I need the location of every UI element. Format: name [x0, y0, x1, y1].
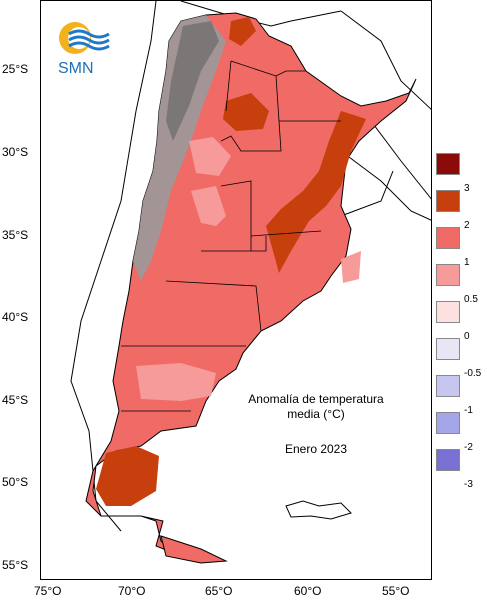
- map-frame: [40, 0, 432, 580]
- legend-tick-0-5: 0.5: [464, 294, 478, 305]
- lat-label-50s: 50°S: [2, 475, 29, 489]
- lon-label-60o: 60°O: [294, 584, 322, 598]
- anomaly-region-mild-center: [191, 186, 226, 226]
- legend-tick-0: 0: [464, 331, 470, 342]
- andes-mountains: [133, 15, 226, 281]
- neighbor-borders: [70, 1, 431, 532]
- smn-sun-waves-icon: [59, 22, 110, 54]
- smn-logo: [55, 16, 115, 80]
- anomaly-region-mild-south-coast: [341, 251, 361, 283]
- legend-tick-minus-0-5: -0.5: [464, 368, 482, 379]
- map-annotation: Anomalía de temperatura media (°C) Enero…: [226, 392, 406, 457]
- legend-swatch-2: [436, 227, 460, 249]
- title-line-2: media (°C): [287, 407, 345, 421]
- title-line-1: Anomalía de temperatura: [248, 392, 384, 406]
- anomaly-region-north-hot: [223, 93, 269, 131]
- anomaly-region-patagonia-hot: [96, 446, 159, 506]
- lat-label-40s: 40°S: [2, 310, 29, 324]
- province-borders: [121, 60, 341, 412]
- tierra-del-fuego: [160, 535, 228, 564]
- legend-swatch-6: [436, 375, 460, 397]
- legend-tick-2: 2: [464, 220, 470, 231]
- legend-tick-minus-2: -2: [464, 442, 473, 453]
- lat-label-30s: 30°S: [2, 145, 29, 159]
- title-date: Enero 2023: [284, 442, 348, 456]
- legend-tick-3: 3: [464, 183, 470, 194]
- lon-label-70o: 70°O: [118, 584, 146, 598]
- malvinas-islands: [285, 500, 352, 520]
- anomaly-map: [70, 1, 431, 564]
- legend-swatch-0: [436, 153, 460, 175]
- legend-swatch-1: [436, 190, 460, 212]
- lat-label-45s: 45°S: [2, 393, 29, 407]
- anomaly-region-mesopotamia-hot: [266, 111, 366, 273]
- legend-swatch-4: [436, 301, 460, 323]
- smn-logo-text: SMN: [58, 60, 94, 77]
- legend-tick-minus-3: -3: [464, 479, 473, 490]
- lat-label-25s: 25°S: [2, 62, 29, 76]
- lon-label-55o: 55°O: [382, 584, 410, 598]
- legend-swatch-7: [436, 412, 460, 434]
- andes-dark-relief: [166, 21, 219, 141]
- lat-label-55s: 55°S: [2, 558, 29, 572]
- lat-label-35s: 35°S: [2, 228, 29, 242]
- lon-label-65o: 65°O: [205, 584, 233, 598]
- anomaly-region-northwest-hot: [229, 17, 256, 46]
- legend-swatch-8: [436, 449, 460, 471]
- anomaly-region-mild-patagonia: [136, 363, 216, 401]
- legend-swatch-3: [436, 264, 460, 286]
- legend-tick-1: 1: [464, 257, 470, 268]
- lon-label-75o: 75°O: [34, 584, 62, 598]
- legend-swatch-5: [436, 338, 460, 360]
- anomaly-region-mild-west: [189, 137, 231, 176]
- legend-tick-minus-1: -1: [464, 405, 473, 416]
